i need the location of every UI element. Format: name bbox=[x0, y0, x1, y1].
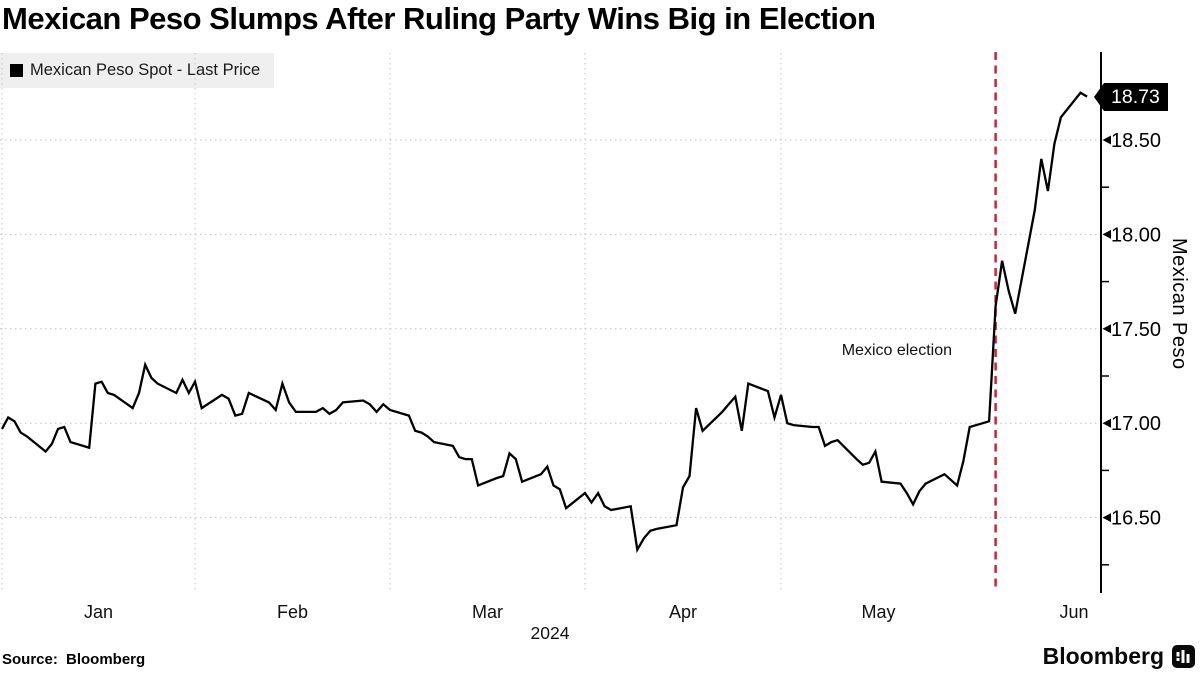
x-axis-month-label: Jan bbox=[84, 602, 113, 622]
chart-title: Mexican Peso Slumps After Ruling Party W… bbox=[2, 1, 876, 36]
y-axis-tick-label: 17.00 bbox=[1111, 413, 1161, 435]
legend: Mexican Peso Spot - Last Price bbox=[0, 53, 275, 88]
source-note: Source: Bloomberg bbox=[2, 651, 146, 668]
y-axis-tick bbox=[1102, 418, 1111, 428]
y-axis-tick-label: 17.50 bbox=[1111, 319, 1161, 341]
x-axis-year-label: 2024 bbox=[530, 623, 570, 643]
legend-swatch bbox=[10, 64, 23, 77]
x-axis-month-label: Mar bbox=[472, 602, 503, 622]
last-price-badge: 18.73 bbox=[1104, 83, 1168, 111]
series-line bbox=[0, 91, 1088, 554]
bloomberg-chart-icon bbox=[1172, 645, 1195, 668]
x-axis-month-label: Apr bbox=[669, 602, 697, 622]
y-axis-tick-label: 18.00 bbox=[1111, 224, 1161, 246]
x-axis-month-label: May bbox=[861, 602, 895, 622]
y-axis-title: Mexican Peso bbox=[1168, 238, 1190, 370]
x-axis-month-label: Jun bbox=[1059, 602, 1088, 622]
y-axis-tick bbox=[1102, 135, 1111, 145]
y-axis-tick bbox=[1102, 513, 1111, 523]
bloomberg-wordmark: Bloomberg bbox=[1042, 643, 1164, 669]
y-axis-tick bbox=[1102, 324, 1111, 334]
legend-label: Mexican Peso Spot - Last Price bbox=[30, 61, 261, 79]
y-axis-tick-label: 16.50 bbox=[1111, 508, 1161, 530]
bloomberg-logo: Bloomberg bbox=[1043, 643, 1195, 670]
x-axis-month-label: Feb bbox=[277, 602, 308, 622]
y-axis-tick-label: 18.50 bbox=[1111, 130, 1161, 152]
election-annotation: Mexico election bbox=[841, 342, 952, 359]
y-axis-tick bbox=[1102, 229, 1111, 239]
